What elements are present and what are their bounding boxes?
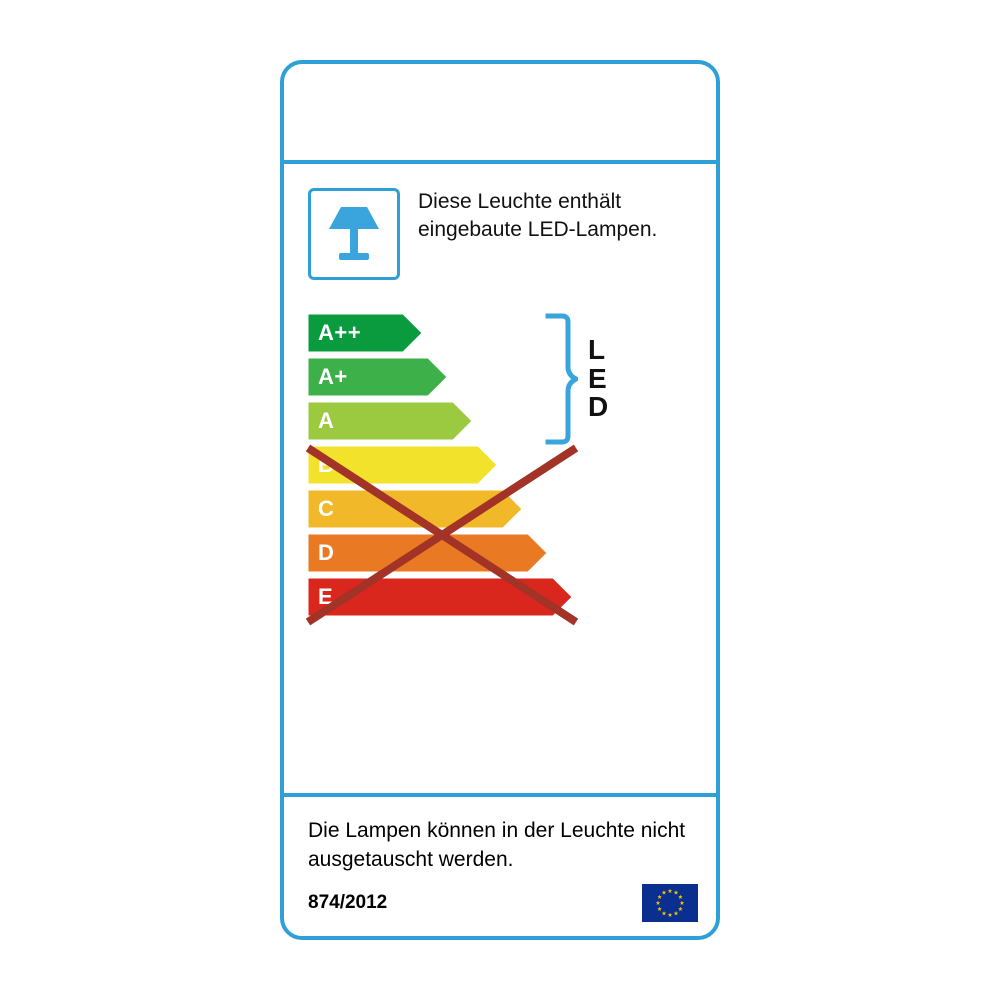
led-letter: E (588, 365, 609, 394)
energy-bar: A++ (308, 314, 716, 352)
energy-bar: D (308, 534, 716, 572)
energy-bar-label: D (318, 540, 334, 566)
energy-chart: A++ A+ A B C D E (284, 290, 716, 793)
energy-bar: A (308, 402, 716, 440)
energy-bar: B (308, 446, 716, 484)
bracket-icon (544, 312, 578, 446)
led-label: L E D (588, 336, 609, 422)
top-description: Diese Leuchte enthält eingebaute LED-Lam… (418, 188, 692, 280)
energy-label-card: Diese Leuchte enthält eingebaute LED-Lam… (280, 60, 720, 940)
energy-bar-label: A++ (318, 320, 361, 346)
led-letter: L (588, 336, 609, 365)
energy-bar-label: E (318, 584, 333, 610)
regulation-number: 874/2012 (308, 892, 387, 914)
footer: 874/2012 (284, 884, 716, 936)
led-bracket-group: L E D (544, 312, 609, 446)
header-band (284, 64, 716, 164)
energy-bar-label: A (318, 408, 334, 434)
led-letter: D (588, 393, 609, 422)
eu-flag-icon (642, 884, 698, 922)
energy-bar: A+ (308, 358, 716, 396)
energy-bar-label: A+ (318, 364, 348, 390)
bottom-description: Die Lampen können in der Leuchte nicht a… (284, 797, 716, 884)
energy-bar-label: C (318, 496, 334, 522)
energy-bar-label: B (318, 452, 334, 478)
lamp-icon (308, 188, 400, 280)
top-section: Diese Leuchte enthält eingebaute LED-Lam… (284, 164, 716, 290)
energy-bar: E (308, 578, 716, 616)
energy-bar: C (308, 490, 716, 528)
energy-bars: A++ A+ A B C D E (308, 314, 716, 616)
